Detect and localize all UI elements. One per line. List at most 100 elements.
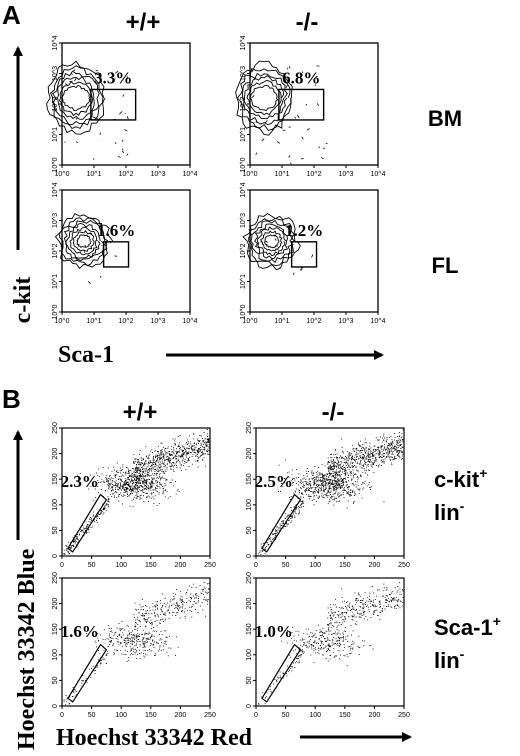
y-tick-label: 10^1: [52, 274, 59, 289]
y-tick-label: 200: [52, 598, 59, 610]
gate-percent-label: 2.5%: [255, 472, 293, 491]
contour-fragment: [124, 129, 128, 132]
y-tick-label: 10^4: [52, 35, 59, 50]
panel-b-row-sca-label: Sca-1+ lin-: [434, 613, 501, 673]
panel-a-col-wt: +/+: [126, 9, 161, 36]
contour-fragment: [75, 141, 79, 143]
y-tick-label: 10^2: [240, 243, 247, 258]
contour-ring: [61, 84, 91, 112]
contour-ring: [50, 65, 104, 130]
contour-ring: [260, 230, 283, 252]
gate-percent-label: 1.6%: [97, 221, 135, 240]
x-tick-label: 200: [175, 562, 187, 569]
gate-percent-label: 3.3%: [94, 68, 132, 87]
contour-fragment: [297, 114, 300, 119]
contour-ring: [243, 75, 285, 120]
contour-fragment: [300, 267, 303, 270]
contour-fragment: [73, 69, 76, 72]
panel-a-row-bm: BM: [428, 106, 462, 131]
contour-ring: [242, 72, 288, 126]
contour-fragment: [301, 136, 304, 140]
contour-ring: [51, 70, 100, 126]
y-tick-label: 150: [246, 623, 253, 635]
y-tick-label: 10^1: [240, 127, 247, 142]
panel-a-y-label: c-kit: [10, 277, 36, 324]
contour-fragment: [119, 111, 123, 115]
contour-fragment: [121, 139, 124, 142]
x-tick-label: 0: [60, 712, 64, 719]
x-tick-label: 10^4: [371, 171, 386, 178]
contour-fragment: [271, 127, 275, 131]
contour-fragment: [325, 142, 328, 145]
y-tick-label: 50: [52, 526, 59, 534]
contour-fragment: [92, 158, 95, 160]
scatter-points: [63, 582, 210, 705]
contour-fragment: [300, 157, 304, 160]
contour-fragment: [274, 238, 277, 241]
y-tick-label: 200: [246, 448, 253, 460]
y-tick-label: 200: [246, 598, 253, 610]
contour-ring: [246, 79, 282, 116]
contour-fragment: [294, 116, 297, 119]
x-tick-label: 100: [309, 712, 321, 719]
scatter-plot-0: 00 50 50 100 100 150 150 200 200 250 250 2.3%: [52, 422, 216, 569]
y-tick-label: 10^4: [240, 182, 247, 197]
x-tick-label: 10^3: [151, 318, 166, 325]
x-tick-label: 10^2: [119, 318, 134, 325]
y-tick-label: 10^3: [52, 66, 59, 81]
contour-fragment: [64, 83, 68, 86]
contour-ring: [76, 234, 92, 248]
x-tick-label: 10^4: [183, 171, 198, 178]
gate-box: [290, 241, 318, 268]
y-tick-label: 0: [52, 704, 59, 708]
panel-b-row-sca-main: Sca-1: [434, 615, 493, 640]
y-tick-label: 10^1: [52, 127, 59, 142]
svg-text:c-kit+: c-kit+: [434, 465, 487, 492]
gate-percent-label: 1.6%: [61, 622, 99, 641]
x-tick-label: 150: [145, 562, 157, 569]
gate-percent-label: 6.8%: [282, 68, 320, 87]
y-tick-label: 250: [52, 422, 59, 434]
scatter-plot-3: 00 50 50 100 100 150 150 200 200 250 250 1.0%: [246, 572, 410, 719]
scatter-plot-1: 00 50 50 100 100 150 150 200 200 250 250 2.5%: [246, 422, 410, 569]
plot-frame: [249, 42, 379, 166]
contour-ring: [236, 67, 292, 131]
contour-ring: [235, 60, 293, 136]
contour-fragment: [92, 116, 96, 119]
contour-ring: [249, 84, 279, 112]
y-tick-label: 10^2: [52, 243, 59, 258]
contour-fragment: [87, 281, 92, 285]
scatter-points: [63, 429, 210, 555]
panel-b-row-ckit-label: c-kit+ lin-: [434, 465, 487, 525]
contour-fragment: [111, 71, 114, 74]
contour-fragment: [273, 234, 277, 237]
panel-b-letter: B: [2, 384, 21, 414]
y-tick-label: 10^1: [240, 274, 247, 289]
contour-plot-3: 10^010^0 10^1 10^1 10^2 10^2 10^3 10^3 10^4 10^4…: [240, 182, 386, 325]
contour-fragment: [122, 148, 124, 151]
contour-fragment: [254, 78, 257, 81]
x-tick-label: 100: [115, 712, 127, 719]
y-tick-label: 10^0: [240, 304, 247, 319]
contour-ring: [57, 75, 95, 120]
x-tick-label: 10^0: [243, 171, 258, 178]
panel-a-col-ko: -/-: [296, 9, 319, 36]
plot-frame: [61, 42, 191, 166]
sp-gate: [67, 643, 108, 703]
contour-fragment: [121, 150, 125, 154]
contour-fragment: [289, 83, 292, 86]
gate-box: [90, 88, 137, 121]
plot-frame: [249, 189, 379, 313]
contour-ring: [242, 212, 301, 271]
y-tick-label: 100: [52, 649, 59, 661]
contour-ring: [59, 217, 109, 267]
x-tick-label: 10^2: [119, 171, 134, 178]
contour-fragment: [292, 272, 295, 275]
contour-fragment: [255, 152, 258, 156]
y-tick-label: 100: [246, 649, 253, 661]
y-tick-label: 50: [52, 676, 59, 684]
y-tick-label: 100: [52, 499, 59, 511]
gate-percent-label: 1.0%: [255, 622, 293, 641]
y-tick-label: 10^4: [52, 182, 59, 197]
